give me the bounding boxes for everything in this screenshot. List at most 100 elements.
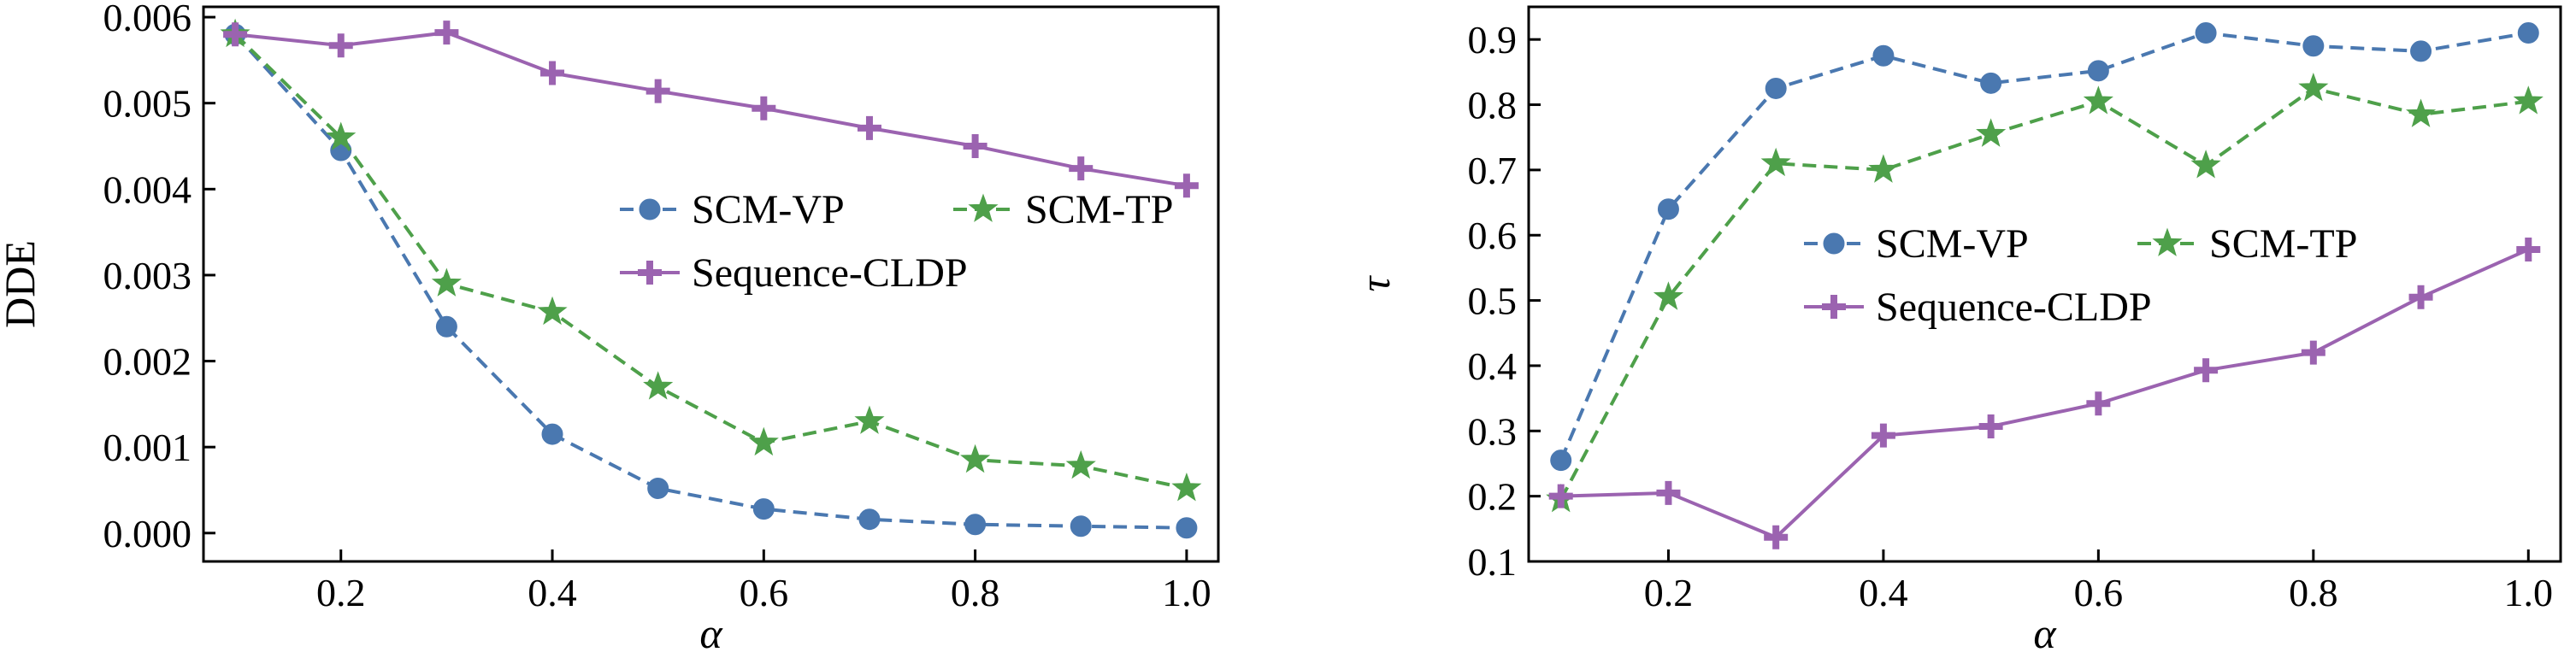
series-sequence-cldp — [1548, 238, 2541, 549]
series-scm-vp — [224, 23, 1198, 539]
data-point — [537, 296, 568, 326]
series-line — [233, 32, 1188, 491]
y-tick-label: 0.001 — [103, 426, 192, 469]
y-tick-label: 0.6 — [1468, 214, 1518, 257]
data-point — [1657, 198, 1679, 220]
axes-frame — [1527, 5, 2562, 563]
y-tick-label: 0.2 — [1468, 475, 1518, 519]
y-tick-label: 0.006 — [103, 0, 192, 39]
data-point — [2298, 72, 2329, 102]
data-point — [2086, 391, 2111, 416]
y-tick-label: 0.4 — [1468, 344, 1518, 388]
legend-entry: Sequence-CLDP — [620, 250, 968, 296]
data-point — [1871, 423, 1895, 448]
y-tick-label: 0.002 — [103, 340, 192, 384]
data-point — [964, 514, 987, 536]
y-axis-label: τ — [1351, 274, 1399, 291]
legend-marker — [639, 198, 661, 220]
legend-marker — [1823, 232, 1845, 255]
data-point — [1872, 44, 1895, 67]
legend-label: Sequence-CLDP — [692, 250, 968, 296]
data-point — [1868, 154, 1899, 183]
y-tick-label: 0.9 — [1468, 18, 1518, 62]
legend-label: SCM-TP — [2209, 221, 2357, 267]
data-point — [2513, 85, 2544, 115]
data-point — [2516, 238, 2541, 262]
x-tick-label: 0.4 — [1859, 571, 1908, 614]
legend-entry: SCM-TP — [953, 187, 1173, 232]
data-point — [645, 79, 670, 103]
data-point — [1065, 449, 1096, 479]
legend-entry: SCM-VP — [620, 187, 845, 232]
legend-label: SCM-VP — [1876, 221, 2029, 267]
x-tick-label: 0.2 — [316, 571, 366, 614]
data-point — [1980, 72, 2002, 94]
series-scm-tp — [1546, 72, 2544, 513]
data-point — [1764, 525, 1789, 549]
data-point — [960, 444, 991, 473]
data-point — [2301, 340, 2325, 365]
data-point — [2408, 285, 2433, 309]
x-tick-label: 0.4 — [528, 571, 577, 614]
legend-marker — [2152, 227, 2183, 256]
data-point — [1653, 281, 1684, 310]
data-point — [434, 21, 459, 45]
data-point — [2194, 358, 2219, 383]
data-point — [1069, 156, 1093, 181]
x-axis-label: α — [2033, 609, 2057, 657]
y-tick-label: 0.004 — [103, 167, 192, 211]
data-point — [328, 33, 353, 58]
x-tick-label: 1.0 — [1162, 571, 1211, 614]
x-axis-label: α — [699, 609, 723, 657]
data-point — [1174, 173, 1199, 198]
y-tick-label: 0.003 — [103, 254, 192, 297]
data-point — [2190, 150, 2221, 179]
legend: SCM-VP SCM-TP Sequence-CLDP — [1804, 221, 2357, 330]
y-tick-label: 0.1 — [1468, 540, 1518, 584]
legend-marker — [638, 261, 662, 285]
chart-dde: 0.2 0.4 0.6 0.8 1.0 0.000 0.001 0.002 0.003 0.004… — [0, 0, 1220, 657]
series-line — [1559, 31, 2529, 461]
series-line — [233, 32, 1187, 530]
legend: SCM-VP SCM-TP Sequence-CLDP — [620, 187, 1173, 296]
data-point — [752, 498, 775, 520]
data-point — [1760, 147, 1791, 177]
x-tick-label: 0.2 — [1644, 571, 1694, 614]
series-scm-vp — [1550, 22, 2539, 472]
data-point — [1171, 473, 1202, 502]
legend-entry: SCM-VP — [1804, 221, 2029, 267]
data-point — [748, 426, 779, 456]
legend-entry: SCM-TP — [2137, 221, 2357, 267]
y-tick-label: 0.7 — [1468, 149, 1518, 192]
data-point — [326, 121, 357, 150]
axes-frame — [202, 5, 1220, 563]
y-tick-label: 0.5 — [1468, 279, 1518, 323]
data-point — [858, 508, 881, 531]
data-point — [963, 134, 987, 159]
series-sequence-cldp — [223, 21, 1199, 198]
data-point — [647, 477, 669, 499]
legend-marker — [1822, 295, 1846, 319]
legend-marker — [968, 193, 999, 222]
data-point — [223, 22, 248, 47]
data-point — [854, 405, 885, 434]
data-point — [2405, 98, 2437, 127]
series-line — [1560, 248, 2530, 539]
legend-entry: Sequence-CLDP — [1804, 285, 2152, 330]
legend-label: Sequence-CLDP — [1876, 285, 2152, 330]
data-point — [1070, 515, 1092, 538]
data-point — [1976, 118, 2007, 147]
data-point — [2302, 35, 2325, 57]
y-tick-label: 0.3 — [1468, 409, 1518, 453]
x-tick-label: 0.8 — [951, 571, 1000, 614]
legend-label: SCM-TP — [1025, 187, 1173, 232]
data-point — [2087, 60, 2109, 82]
data-point — [1765, 77, 1787, 99]
legend-label: SCM-VP — [692, 187, 845, 232]
y-axis-label: DDE — [0, 240, 44, 328]
data-point — [2195, 22, 2217, 44]
data-point — [752, 96, 776, 120]
data-point — [431, 267, 462, 297]
data-point — [435, 315, 457, 338]
